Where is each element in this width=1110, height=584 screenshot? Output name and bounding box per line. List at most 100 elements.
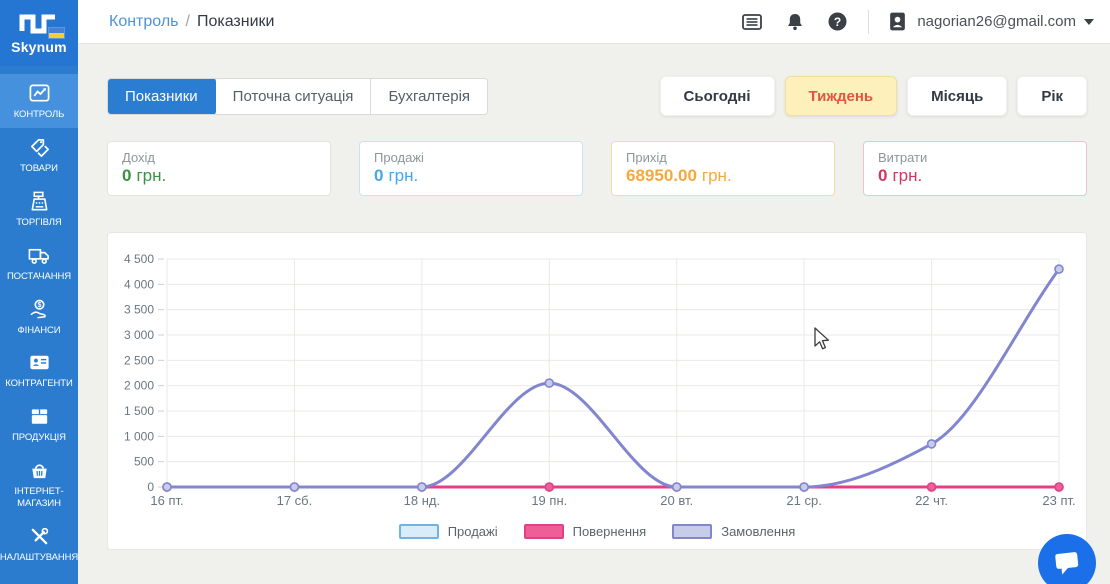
stat-card-label: Дохід — [122, 150, 156, 165]
stat-card-unit: грн. — [388, 166, 419, 185]
svg-text:21 ср.: 21 ср. — [786, 493, 821, 508]
sidebar-item-label: КОНТРОЛЬ — [13, 109, 65, 120]
sidebar-item-counterparties[interactable]: КОНТРАГЕНТИ — [0, 343, 78, 397]
tools-icon — [31, 527, 48, 545]
sidebar-nav: КОНТРОЛЬ ТОВАРИ ТОРГІВЛЯ — [0, 74, 78, 571]
stat-card-label: Продажі — [374, 150, 424, 165]
svg-text:22 чт.: 22 чт. — [915, 493, 948, 508]
svg-text:3 000: 3 000 — [124, 328, 154, 342]
hand-coin-icon: $ — [30, 299, 46, 318]
svg-text:2 500: 2 500 — [124, 353, 154, 367]
basket-icon — [31, 464, 47, 479]
stat-card-income: Дохід 0 грн. — [107, 141, 331, 196]
svg-text:16 пт.: 16 пт. — [150, 493, 183, 508]
svg-text:4 000: 4 000 — [124, 277, 154, 291]
stat-card-value: 0 — [878, 166, 888, 185]
svg-text:$: $ — [37, 301, 41, 309]
legend-swatch-sales — [398, 524, 439, 539]
stat-card-unit: грн. — [892, 166, 923, 185]
stat-card-unit: грн. — [136, 166, 167, 185]
sidebar-item-label: ПРОДУКЦІЯ — [12, 432, 66, 444]
period-week-button[interactable]: Тиждень — [784, 76, 898, 116]
sidebar-item-label: ФІНАНСИ — [17, 324, 61, 336]
logo-text: Skynum — [11, 39, 67, 55]
stat-card-label: Витрати — [878, 150, 928, 165]
sidebar-item-goods[interactable]: ТОВАРИ — [0, 128, 78, 182]
chart-legend: Продажі Повернення Замовлення — [108, 524, 1086, 539]
user-menu[interactable]: nagorian26@gmail.com — [887, 11, 1094, 32]
main-content: Показники Поточна ситуація Бухгалтерія С… — [78, 45, 1110, 584]
sidebar: Skynum КОНТРОЛЬ ТОВАРИ — [0, 0, 78, 584]
sidebar-item-trade[interactable]: ТОРГІВЛЯ — [0, 182, 78, 236]
breadcrumb-separator: / — [185, 12, 190, 30]
period-buttons: Сьогодні Тиждень Місяць Рік — [659, 76, 1087, 116]
sidebar-item-settings[interactable]: НАЛАШТУВАННЯ — [0, 517, 78, 571]
stat-card-sales: Продажі 0 грн. — [359, 141, 583, 196]
stat-cards: Дохід 0 грн. Продажі 0 грн. Прихід 68950.0… — [107, 141, 1087, 196]
stat-card-unit: грн. — [701, 166, 732, 185]
svg-text:17 сб.: 17 сб. — [277, 493, 313, 508]
svg-text:3 500: 3 500 — [124, 303, 154, 317]
period-today-button[interactable]: Сьогодні — [659, 76, 775, 116]
svg-text:20 вт.: 20 вт. — [660, 493, 693, 508]
newspaper-icon[interactable] — [741, 12, 763, 32]
stat-card-expenses: Витрати 0 грн. — [863, 141, 1087, 196]
tab-current-situation[interactable]: Поточна ситуація — [214, 78, 371, 114]
cash-register-icon — [30, 191, 48, 211]
user-badge-icon — [890, 12, 906, 31]
sidebar-item-production[interactable]: ПРОДУКЦІЯ — [0, 397, 78, 451]
topbar-divider — [868, 9, 870, 34]
svg-text:2 000: 2 000 — [124, 379, 154, 393]
legend-swatch-returns — [523, 524, 564, 539]
chat-widget-button[interactable] — [1038, 534, 1096, 584]
svg-text:19 пн.: 19 пн. — [531, 493, 567, 508]
svg-text:18 нд.: 18 нд. — [404, 493, 440, 508]
help-icon[interactable]: ? — [827, 11, 848, 32]
legend-swatch-orders — [672, 524, 713, 539]
legend-item-orders[interactable]: Замовлення — [672, 524, 795, 539]
svg-text:4 500: 4 500 — [124, 252, 154, 266]
stat-card-value: 68950.00 — [626, 166, 697, 185]
sidebar-item-finance[interactable]: $ ФІНАНСИ — [0, 290, 78, 344]
stat-card-value: 0 — [374, 166, 384, 185]
sidebar-item-online-store[interactable]: ІНТЕРНЕТ-МАГАЗИН — [0, 451, 78, 517]
sidebar-item-label: КОНТРАГЕНТИ — [5, 378, 73, 390]
chart-panel: 0 500 1 000 1 500 2 000 2 500 3 000 3 500 4 000 4… — [107, 232, 1087, 550]
id-card-icon — [29, 356, 49, 370]
delivery-truck-icon — [28, 248, 49, 264]
legend-item-sales[interactable]: Продажі — [398, 524, 498, 539]
ukraine-flag-icon — [49, 28, 64, 38]
top-bar: Контроль / Показники ? nagorian26@gmail.… — [78, 0, 1110, 44]
pulse-logo-icon — [19, 14, 55, 34]
sidebar-item-control[interactable]: КОНТРОЛЬ — [0, 74, 78, 128]
app-logo[interactable]: Skynum — [0, 0, 78, 66]
svg-text:1 500: 1 500 — [124, 404, 154, 418]
sidebar-item-supply[interactable]: ПОСТАЧАННЯ — [0, 236, 78, 290]
sidebar-item-label: НАЛАШТУВАННЯ — [0, 551, 79, 563]
breadcrumb-current: Показники — [196, 12, 275, 30]
user-email: nagorian26@gmail.com — [917, 13, 1076, 30]
svg-text:500: 500 — [134, 455, 154, 469]
svg-text:23 пт.: 23 пт. — [1042, 493, 1075, 508]
bell-icon[interactable] — [785, 12, 805, 32]
tags-icon — [30, 138, 49, 157]
sidebar-item-label: ПОСТАЧАННЯ — [6, 270, 72, 282]
legend-item-returns[interactable]: Повернення — [523, 524, 646, 539]
tab-accounting[interactable]: Бухгалтерія — [370, 78, 488, 114]
tab-indicators[interactable]: Показники — [108, 78, 216, 114]
sidebar-item-label: ТОВАРИ — [20, 162, 58, 174]
sidebar-item-label: ІНТЕРНЕТ-МАГАЗИН — [14, 486, 64, 509]
svg-text:1 000: 1 000 — [124, 429, 154, 443]
chevron-down-icon — [1084, 18, 1094, 25]
svg-text:0: 0 — [147, 480, 154, 494]
view-tabs: Показники Поточна ситуація Бухгалтерія — [107, 77, 489, 115]
stat-card-value: 0 — [122, 166, 132, 185]
period-year-button[interactable]: Рік — [1017, 76, 1087, 116]
breadcrumb-parent[interactable]: Контроль — [109, 12, 179, 30]
sidebar-item-label: ТОРГІВЛЯ — [16, 216, 62, 228]
period-month-button[interactable]: Місяць — [907, 76, 1008, 116]
chat-bubble-icon — [1055, 552, 1079, 575]
line-chart[interactable]: 0 500 1 000 1 500 2 000 2 500 3 000 3 500 4 000 4… — [108, 233, 1086, 515]
stat-card-receipts: Прихід 68950.00 грн. — [611, 141, 835, 196]
chart-line-icon — [29, 84, 49, 102]
